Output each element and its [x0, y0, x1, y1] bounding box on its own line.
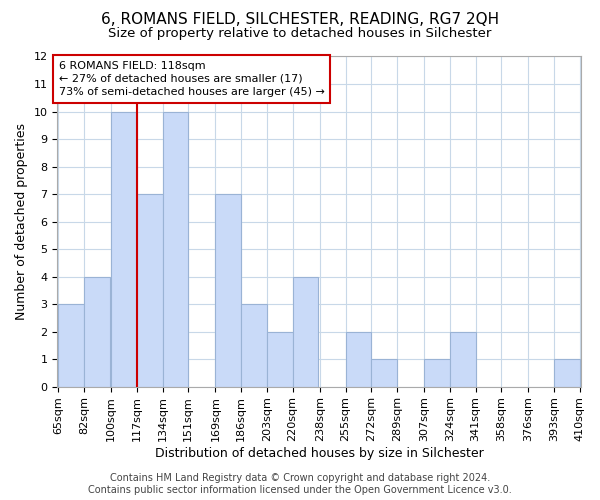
Y-axis label: Number of detached properties: Number of detached properties	[15, 123, 28, 320]
Bar	[424, 359, 450, 386]
Bar	[137, 194, 163, 386]
X-axis label: Distribution of detached houses by size in Silchester: Distribution of detached houses by size …	[155, 447, 484, 460]
Bar	[111, 112, 137, 386]
Bar	[241, 304, 267, 386]
Text: Contains HM Land Registry data © Crown copyright and database right 2024.
Contai: Contains HM Land Registry data © Crown c…	[88, 474, 512, 495]
Bar	[215, 194, 241, 386]
Bar	[267, 332, 293, 386]
Bar	[346, 332, 371, 386]
Text: 6, ROMANS FIELD, SILCHESTER, READING, RG7 2QH: 6, ROMANS FIELD, SILCHESTER, READING, RG…	[101, 12, 499, 28]
Bar	[371, 359, 397, 386]
Bar	[58, 304, 84, 386]
Bar	[163, 112, 188, 386]
Text: Size of property relative to detached houses in Silchester: Size of property relative to detached ho…	[109, 28, 491, 40]
Bar	[293, 276, 318, 386]
Bar	[554, 359, 580, 386]
Bar	[84, 276, 110, 386]
Bar	[450, 332, 476, 386]
Text: 6 ROMANS FIELD: 118sqm
← 27% of detached houses are smaller (17)
73% of semi-det: 6 ROMANS FIELD: 118sqm ← 27% of detached…	[59, 60, 325, 97]
